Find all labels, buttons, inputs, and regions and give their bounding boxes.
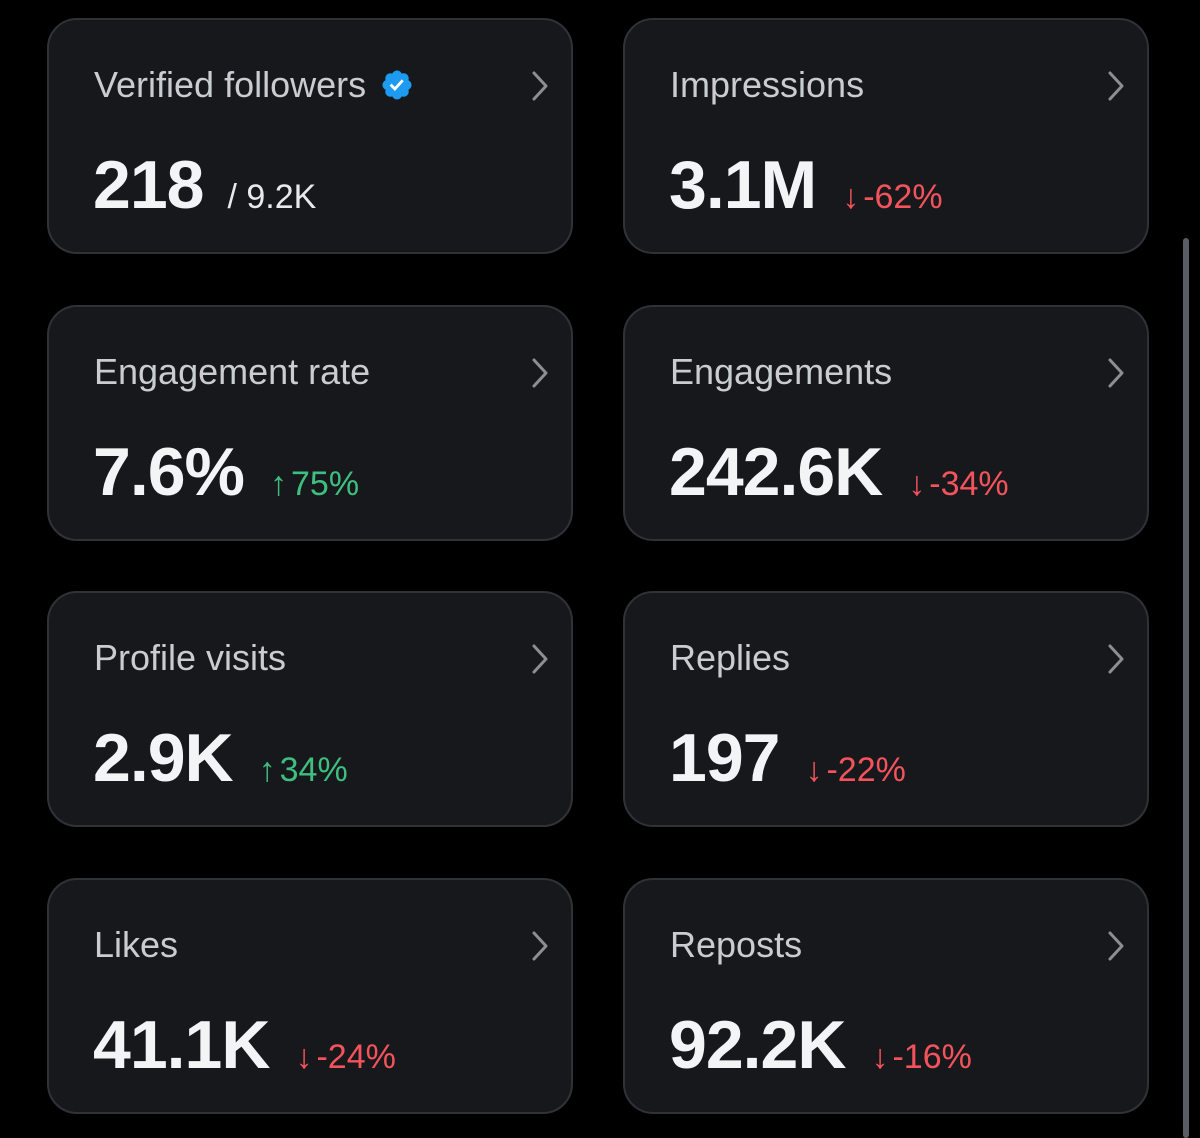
title-text: Engagements [670, 350, 893, 392]
change-arrow: ↓ [908, 464, 926, 503]
card-title: Profile visits [94, 637, 286, 679]
value-row: 242.6K ↓ -34% [669, 433, 1009, 511]
change-text: -34% [929, 464, 1009, 503]
metric-change: ↓ -34% [908, 465, 1008, 504]
metric-total: / 9.2K [227, 178, 317, 216]
metric-value: 7.6% [93, 433, 245, 510]
title-text: Reposts [670, 923, 803, 965]
metric-value: 41.1K [93, 1006, 270, 1083]
change-arrow: ↓ [295, 1037, 313, 1076]
value-row: 7.6% ↑ 75% [93, 433, 359, 511]
metric-change: ↑ 75% [270, 465, 359, 504]
change-text: 75% [291, 464, 360, 503]
change-text: -16% [892, 1037, 972, 1076]
card-title: Verified followers [94, 64, 414, 106]
metric-change: ↓ -22% [805, 751, 905, 790]
change-arrow: ↓ [842, 178, 860, 216]
verified-badge [382, 70, 412, 100]
change-arrow: ↓ [805, 751, 823, 789]
title-text: Verified followers [94, 64, 367, 105]
change-text: -22% [826, 751, 906, 789]
stat-card[interactable]: Reposts 92.2K ↓ -16% [623, 877, 1149, 1114]
metric-value: 197 [669, 720, 780, 796]
change-arrow: ↑ [258, 751, 276, 789]
metric-value: 92.2K [669, 1006, 846, 1083]
title-text: Likes [94, 923, 179, 965]
value-row: 92.2K ↓ -16% [669, 1006, 972, 1084]
stat-card[interactable]: Verified followers 218 / 9.2K [47, 18, 573, 254]
chevron[interactable] [531, 357, 549, 389]
metric-change: ↓ -16% [871, 1038, 971, 1077]
title-text: Engagement rate [94, 350, 371, 392]
card-title: Replies [670, 637, 790, 679]
card-title: Reposts [670, 924, 802, 966]
stat-card[interactable]: Engagements 242.6K ↓ -34% [623, 304, 1149, 541]
chevron[interactable] [531, 930, 549, 962]
card-title: Likes [94, 924, 178, 966]
chevron[interactable] [1107, 70, 1125, 102]
card-title: Engagements [670, 351, 892, 393]
change-text: -24% [316, 1037, 396, 1076]
metric-value: 2.9K [93, 720, 234, 796]
card-title: Engagement rate [94, 351, 370, 393]
chevron[interactable] [531, 70, 549, 102]
metric-change: ↓ -62% [842, 178, 942, 217]
change-text: 34% [279, 751, 348, 789]
title-text: Replies [670, 637, 791, 678]
stat-card[interactable]: Impressions 3.1M ↓ -62% [623, 18, 1149, 254]
chevron[interactable] [1107, 930, 1125, 962]
metric-value: 218 [93, 147, 204, 223]
stat-card[interactable]: Likes 41.1K ↓ -24% [47, 877, 573, 1114]
chevron[interactable] [1107, 357, 1125, 389]
chevron[interactable] [1107, 643, 1125, 675]
chevron[interactable] [531, 643, 549, 675]
stat-card[interactable]: Profile visits 2.9K ↑ 34% [47, 591, 573, 827]
metric-value: 242.6K [669, 433, 883, 510]
stat-card[interactable]: Replies 197 ↓ -22% [623, 591, 1149, 827]
title-text: Impressions [670, 64, 865, 105]
change-text: -62% [863, 178, 943, 216]
metric-value: 3.1M [669, 147, 817, 223]
value-row: 41.1K ↓ -24% [93, 1006, 396, 1084]
stat-card[interactable]: Engagement rate 7.6% ↑ 75% [47, 304, 573, 541]
title-text: Profile visits [94, 637, 287, 678]
card-title: Impressions [670, 64, 864, 106]
scrollbar[interactable] [1183, 238, 1189, 1138]
value-row: 3.1M ↓ -62% [669, 146, 943, 224]
metric-change: ↑ 34% [259, 751, 348, 790]
value-row: 218 / 9.2K [93, 146, 316, 224]
change-arrow: ↑ [270, 464, 287, 503]
value-row: 197 ↓ -22% [669, 719, 906, 797]
change-arrow: ↓ [871, 1037, 889, 1076]
metric-change: ↓ -24% [295, 1038, 395, 1077]
value-row: 2.9K ↑ 34% [93, 719, 348, 797]
